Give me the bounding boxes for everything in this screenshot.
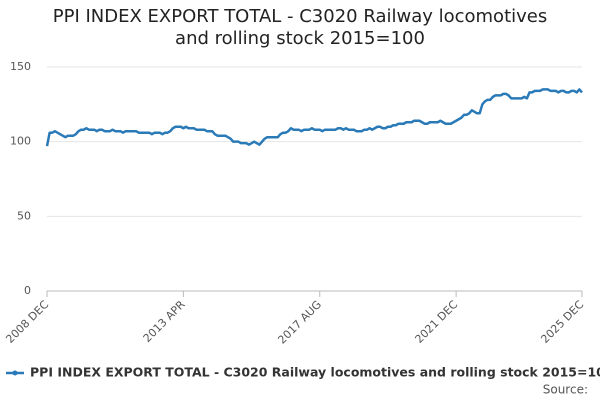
y-tick-label: 150 bbox=[10, 60, 31, 73]
series-line bbox=[45, 88, 583, 147]
y-tick-label: 100 bbox=[10, 135, 31, 148]
x-tick-label: 2013 APR bbox=[141, 298, 188, 345]
legend-marker bbox=[12, 370, 18, 376]
x-tick-label: 2017 AUG bbox=[275, 298, 324, 347]
x-tick-label: 2021 DEC bbox=[413, 298, 461, 346]
chart-title: PPI INDEX EXPORT TOTAL - C3020 Railway l… bbox=[52, 6, 548, 49]
y-tick-label: 50 bbox=[17, 209, 31, 222]
legend-label: PPI INDEX EXPORT TOTAL - C3020 Railway l… bbox=[30, 365, 600, 380]
x-tick-label: 2008 DEC bbox=[3, 298, 51, 346]
source: Source: bbox=[543, 383, 588, 397]
y-tick-label: 0 bbox=[24, 284, 31, 297]
x-tick-label: 2025 DEC bbox=[538, 298, 586, 346]
